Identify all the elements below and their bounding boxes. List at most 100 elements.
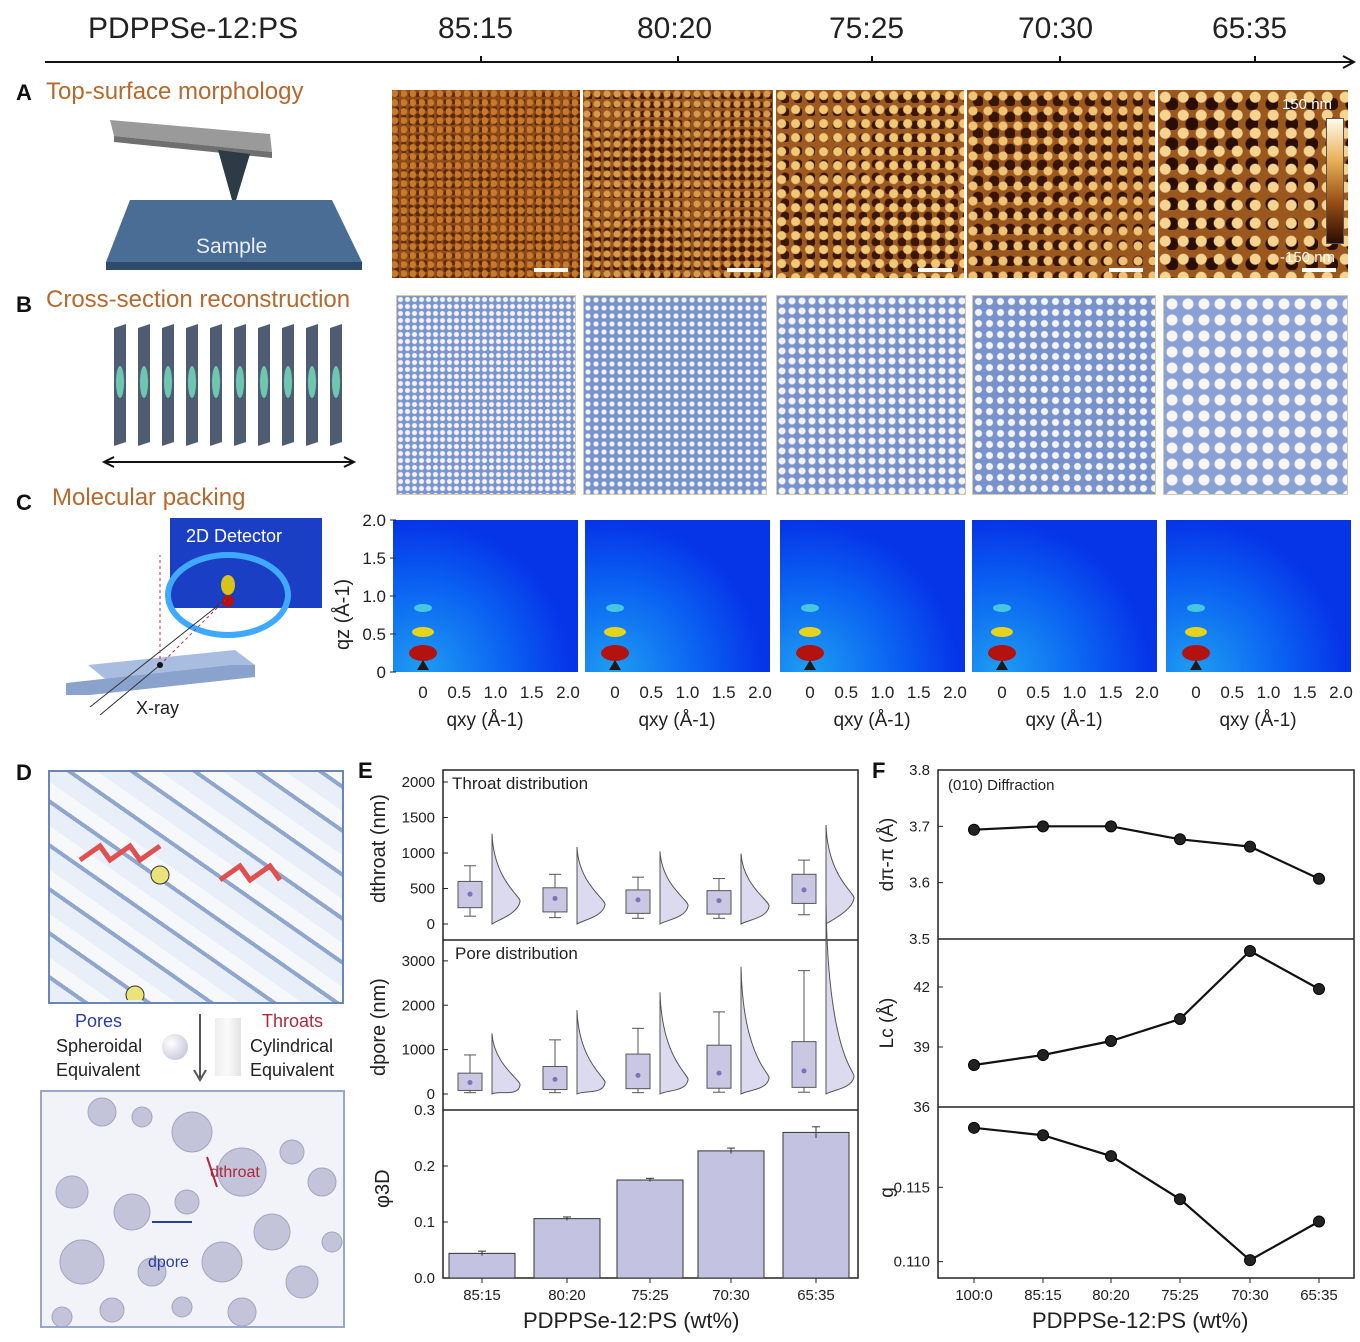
y-tick-label: 0	[427, 916, 435, 933]
box-mean	[716, 898, 722, 904]
violin	[740, 853, 770, 925]
scale-bar	[1109, 268, 1143, 272]
header-ratio: 70:30	[1018, 12, 1094, 45]
colorbar-max: 150 nm	[1282, 96, 1333, 113]
y-tick-label: 0.2	[414, 1158, 435, 1175]
y-tick-label: 36	[913, 1099, 930, 1116]
panel-letter: E	[358, 758, 373, 783]
sphere-icon	[162, 1034, 188, 1060]
pore-sphere	[201, 1241, 243, 1283]
pattern-peak	[993, 604, 1011, 612]
data-point	[1037, 820, 1049, 833]
pore-sphere	[227, 1297, 257, 1327]
gixd-axes: 2.0 1.5 1.0 0.5 0 0 0.5 1.0 1.5 2.0 qxy (Å-1) 0 0.5 1…	[362, 511, 1353, 731]
x-tick-label: 1.5	[907, 683, 931, 702]
x-tick-label: 1.0	[484, 683, 508, 702]
pore-sphere	[137, 1257, 167, 1287]
data-point	[1244, 945, 1256, 957]
pores-label: Pores	[75, 1011, 123, 1031]
panel-letter: B	[16, 292, 32, 317]
data-point	[1105, 1035, 1117, 1047]
box	[706, 1044, 732, 1089]
pore-sphere	[99, 1297, 125, 1323]
x-tick-label: 0	[610, 683, 619, 702]
beamstop	[417, 660, 429, 670]
data-point	[1244, 840, 1256, 853]
violin	[491, 1033, 521, 1095]
box	[625, 1053, 651, 1090]
violin	[825, 824, 855, 925]
y-tick-label: 42	[913, 979, 930, 996]
bar	[616, 1179, 684, 1279]
violin	[825, 902, 855, 1095]
afm-image	[1158, 90, 1348, 278]
bar	[448, 1252, 516, 1279]
pattern-peak	[1185, 627, 1207, 637]
panel-e-xlabel: PDPPSe-12:PS (wt%)	[523, 1308, 740, 1333]
pattern-peak	[796, 645, 824, 661]
y-tick-label: 3.6	[909, 875, 930, 892]
x-axis-label: qxy (Å-1)	[833, 710, 910, 731]
equivalent-label: Equivalent	[250, 1060, 335, 1080]
x-tick-label: 2.0	[1329, 683, 1353, 702]
sample-label: Sample	[196, 235, 268, 258]
y-axis-label: g	[877, 1187, 898, 1198]
panel-letter: A	[16, 80, 32, 105]
violin	[740, 966, 770, 1095]
chain-illustration	[78, 842, 283, 1000]
data-point	[1037, 1129, 1049, 1142]
slice-section	[116, 366, 124, 398]
dthroat-label: dthroat	[210, 1164, 260, 1181]
panel-f-chart: 3.5 3.6 3.7 3.8 dπ-π (Å) 36 39 42 Lc (Å) 0.110 0.1…	[877, 762, 1355, 1304]
gixd-illustration	[66, 518, 322, 715]
x-tick-label: 1.5	[1293, 683, 1317, 702]
violin	[491, 833, 521, 925]
series-line	[973, 825, 1320, 880]
y-tick-label: 1.5	[362, 549, 386, 568]
y-axis-label: Lc (Å)	[877, 998, 898, 1049]
x-tick-label: 1.0	[871, 683, 895, 702]
x-tick-label: 85:15	[1024, 1287, 1062, 1304]
y-tick-label: 0.115	[894, 1179, 930, 1196]
afm-image	[776, 90, 964, 278]
sphere-network	[51, 1097, 343, 1328]
throat-ylabel: dthroat (nm)	[368, 794, 390, 903]
pore-sphere	[51, 1306, 73, 1328]
pore-sphere	[171, 1111, 213, 1153]
series-line	[973, 1126, 1320, 1262]
pore-sphere	[217, 1147, 267, 1197]
detector-label: 2D Detector	[186, 526, 283, 546]
series-line	[973, 949, 1320, 1067]
slice-section	[308, 366, 316, 398]
pattern-peak	[1187, 604, 1205, 612]
y-tick-label: 0	[377, 663, 386, 682]
y-tick-label: 3.5	[909, 931, 930, 948]
x-tick-label: 75:25	[631, 1287, 669, 1304]
x-tick-label: 2.0	[748, 683, 772, 702]
box-mean	[635, 897, 641, 903]
reconstruction-image	[396, 295, 576, 495]
violin	[659, 992, 689, 1095]
x-tick-label: 80:20	[1092, 1287, 1130, 1304]
x-tick-label: 1.5	[1099, 683, 1123, 702]
data-point	[1105, 1150, 1117, 1163]
slice-section	[260, 366, 268, 398]
phi-ylabel: φ3D	[372, 1169, 394, 1208]
data-point	[1174, 1013, 1186, 1025]
bar	[533, 1218, 601, 1279]
reconstruction-image	[776, 295, 966, 495]
cylindrical-label: Cylindrical	[250, 1036, 334, 1056]
afm-image	[967, 90, 1155, 278]
pattern-peak	[606, 604, 624, 612]
y-tick-label: 3000	[402, 953, 435, 970]
pattern-peak	[409, 645, 437, 661]
beamstop	[996, 660, 1008, 670]
scale-bar	[727, 268, 761, 272]
data-point	[968, 1059, 980, 1071]
header-ratio: 80:20	[637, 12, 713, 45]
y-tick-label: 1.0	[362, 587, 386, 606]
slice-section	[212, 366, 220, 398]
x-tick-label: 100:0	[955, 1287, 993, 1304]
throat-title: Throat distribution	[452, 774, 589, 793]
afm-image	[392, 90, 580, 278]
